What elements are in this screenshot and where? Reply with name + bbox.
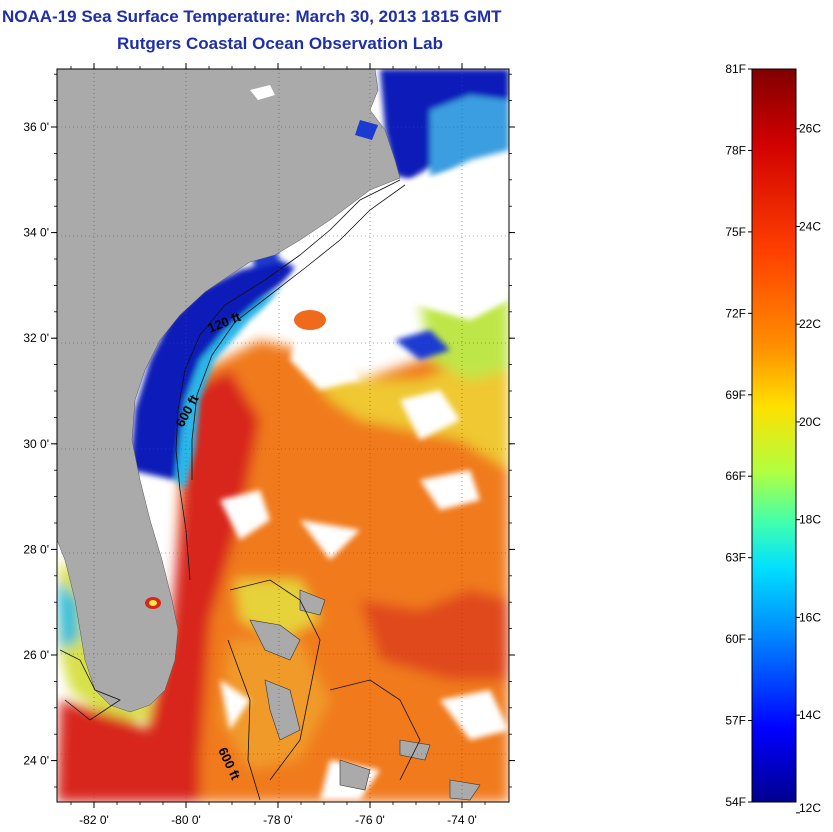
colorbar-c-label: 22C <box>799 317 821 331</box>
colorbar <box>751 68 797 803</box>
y-tick-label: 34 0' <box>23 226 49 240</box>
colorbar-c-label: 26C <box>799 122 821 136</box>
graticule <box>57 69 509 802</box>
colorbar-c-label: 14C <box>799 708 821 722</box>
colorbar-f-label: 75F <box>725 225 746 239</box>
colorbar-c-label: 18C <box>799 513 821 527</box>
bathymetry-contours <box>59 179 421 801</box>
y-tick-label: 36 0' <box>23 120 49 134</box>
colorbar-f-label: 66F <box>725 469 746 483</box>
colorbar-c-label: 12C <box>799 801 821 815</box>
x-tick-label: -82 0' <box>79 813 109 827</box>
x-tick-label: -78 0' <box>263 813 293 827</box>
colorbar-f-label: 54F <box>725 795 746 809</box>
map-title: NOAA-19 Sea Surface Temperature: March 3… <box>2 7 502 26</box>
lake-north <box>250 85 275 100</box>
y-tick-label: 32 0' <box>23 331 49 345</box>
colorbar-f-label: 72F <box>725 306 746 320</box>
map-frame <box>56 68 510 803</box>
y-tick-label: 28 0' <box>23 542 49 556</box>
colorbar-c-label: 20C <box>799 415 821 429</box>
y-tick-label: 26 0' <box>23 648 49 662</box>
colorbar-f-label: 69F <box>725 388 746 402</box>
x-tick-label: -80 0' <box>171 813 201 827</box>
colorbar-f-label: 57F <box>725 714 746 728</box>
y-tick-label: 24 0' <box>23 754 49 768</box>
colorbar-c-label: 24C <box>799 219 821 233</box>
map-plot-area: 120 ft 600 ft 600 ft <box>57 69 509 802</box>
colorbar-f-label: 60F <box>725 632 746 646</box>
x-tick-label: -76 0' <box>355 813 385 827</box>
colorbar-ticks: 81F 78F 75F 72F 69F 66F 63F 60F 57F 54F 26C 24C 22C 2… <box>725 62 821 815</box>
y-tick-label: 30 0' <box>23 437 49 451</box>
warm-eddy <box>294 310 326 330</box>
colorbar-f-label: 78F <box>725 143 746 157</box>
axis-ticks: -82 0' -80 0' -78 0' -76 0' -74 0' 36 0' 34 0'… <box>23 63 515 827</box>
lake-okeechobee-center <box>149 600 157 606</box>
map-subtitle: Rutgers Coastal Ocean Observation Lab <box>117 34 443 53</box>
sound-water <box>355 120 378 140</box>
colorbar-f-label: 63F <box>725 551 746 565</box>
colorbar-c-label: 16C <box>799 610 821 624</box>
bahamas-islands <box>249 589 481 801</box>
x-tick-label: -74 0' <box>447 813 477 827</box>
colorbar-f-label: 81F <box>725 62 746 76</box>
